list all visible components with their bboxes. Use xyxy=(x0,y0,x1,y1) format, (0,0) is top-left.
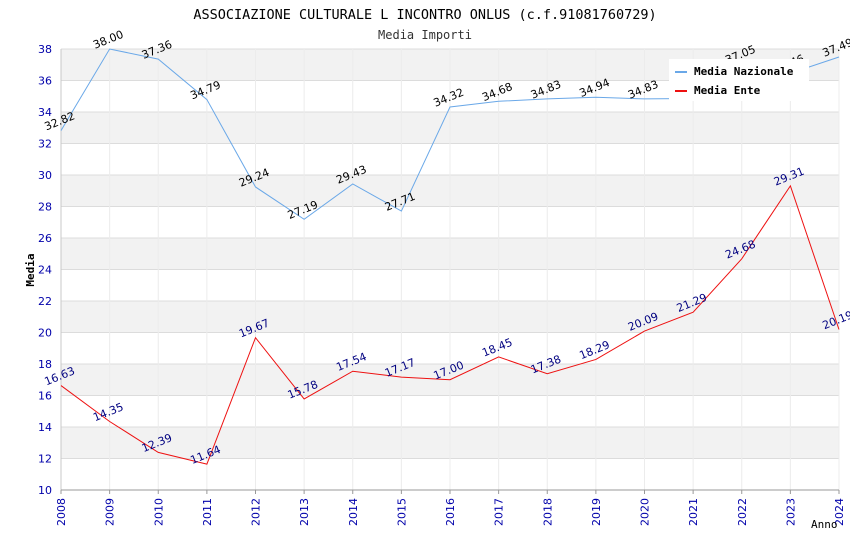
x-tick-label: 2016 xyxy=(444,498,457,526)
legend-box xyxy=(669,59,809,101)
y-tick-labels: 10 12 14 16 18 20 22 24 26 28 30 32 34 36 38 xyxy=(38,43,52,497)
x-tick-label: 2023 xyxy=(784,498,797,526)
y-tick-label: 22 xyxy=(38,295,52,308)
y-tick-label: 26 xyxy=(38,232,52,245)
y-tick-label: 28 xyxy=(38,201,52,214)
chart-title: ASSOCIAZIONE CULTURALE L INCONTRO ONLUS … xyxy=(193,7,656,23)
x-tick-label: 2014 xyxy=(347,498,360,526)
x-tick-label: 2019 xyxy=(590,498,603,526)
y-axis-label: Media xyxy=(24,253,37,286)
x-tick-label: 2012 xyxy=(250,498,263,526)
x-tick-label: 2017 xyxy=(493,498,506,526)
x-tick-label: 2011 xyxy=(201,498,214,526)
y-tick-label: 20 xyxy=(38,327,52,340)
data-label-media-ente: 18.29 xyxy=(578,338,612,362)
x-tick-label: 2013 xyxy=(298,498,311,526)
legend-label-media-ente: Media Ente xyxy=(694,84,761,97)
data-label-media-nazionale: 38.00 xyxy=(91,28,125,52)
y-tick-label: 18 xyxy=(38,358,52,371)
x-tick-label: 2015 xyxy=(395,498,408,526)
series-line-media-ente xyxy=(60,184,840,465)
x-tick-label: 2021 xyxy=(687,498,700,526)
x-tick-labels: 2008 2009 2010 2011 2012 2013 2014 2015 2016 2017… xyxy=(55,498,846,526)
x-axis-label: Anno xyxy=(811,518,838,531)
data-label-media-nazionale: 34.83 xyxy=(626,78,660,102)
legend: Media Nazionale Media Ente xyxy=(669,59,809,101)
x-tick-label: 2009 xyxy=(104,498,117,526)
data-label-media-ente: 18.45 xyxy=(480,336,514,360)
y-tick-label: 30 xyxy=(38,169,52,182)
x-tick-label: 2018 xyxy=(541,498,554,526)
y-tick-label: 34 xyxy=(38,106,52,119)
legend-label-media-nazionale: Media Nazionale xyxy=(694,65,794,78)
x-tick-label: 2010 xyxy=(152,498,165,526)
x-tick-label: 2020 xyxy=(639,498,652,526)
x-tick-label: 2022 xyxy=(736,498,749,526)
chart-subtitle: Media Importi xyxy=(378,28,472,42)
y-tick-label: 24 xyxy=(38,264,52,277)
y-tick-label: 10 xyxy=(38,484,52,497)
y-tick-label: 32 xyxy=(38,138,52,151)
y-tick-label: 14 xyxy=(38,421,52,434)
y-tick-label: 12 xyxy=(38,453,52,466)
y-tick-label: 36 xyxy=(38,75,52,88)
y-tick-label: 38 xyxy=(38,43,52,56)
axes xyxy=(60,49,840,494)
x-tick-label: 2008 xyxy=(55,498,68,526)
data-label-media-nazionale: 34.83 xyxy=(529,78,563,102)
x-tick-label: 2024 xyxy=(833,498,846,526)
y-tick-label: 16 xyxy=(38,390,52,403)
